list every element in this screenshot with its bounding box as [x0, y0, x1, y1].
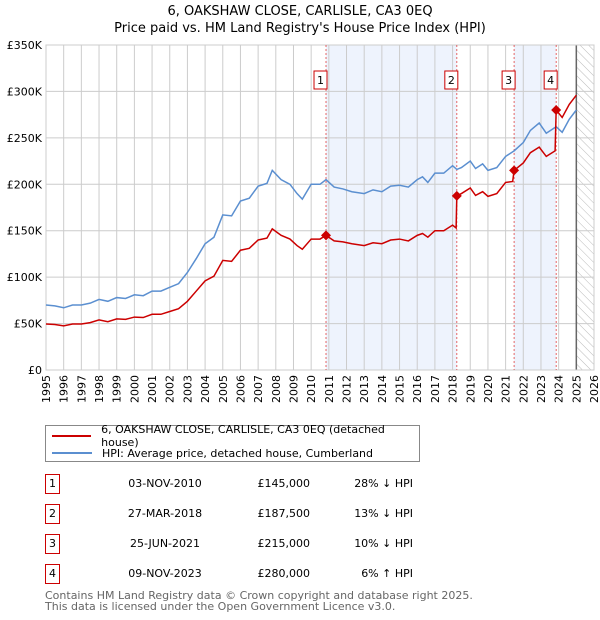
sale-date: 09-NOV-2023 — [128, 567, 202, 580]
y-tick-label: £250K — [7, 132, 43, 145]
sale-number: 2 — [45, 504, 60, 524]
x-tick-label: 2025 — [570, 375, 583, 403]
x-tick-label: 2005 — [217, 375, 230, 403]
series-line-hpi — [45, 109, 577, 309]
x-tick-label: 2001 — [146, 375, 159, 403]
x-tick-label: 2020 — [482, 375, 495, 403]
chart-title: 6, OAKSHAW CLOSE, CARLISLE, CA3 0EQ — [167, 4, 433, 19]
x-tick-label: 1998 — [93, 375, 106, 403]
forecast-hatch — [576, 45, 594, 370]
x-tick-label: 1997 — [75, 375, 88, 403]
sale-row: 3 25-JUN-2021 £215,000 10% ↓ HPI — [45, 534, 465, 554]
sale-price: £187,500 — [257, 507, 311, 520]
sale-label-box — [543, 70, 558, 90]
x-tick-label: 2013 — [358, 375, 371, 403]
sale-label: 4 — [547, 74, 554, 87]
legend-label: 6, OAKSHAW CLOSE, CARLISLE, CA3 0EQ (det… — [101, 423, 385, 449]
chart-subtitle: Price paid vs. HM Land Registry's House … — [114, 21, 486, 36]
sale-point-marker — [321, 230, 332, 241]
footer-copyright: Contains HM Land Registry data © Crown c… — [45, 589, 473, 602]
legend-item-hpi: HPI: Average price, detached house, Cumb… — [52, 446, 373, 460]
x-tick-label: 2022 — [517, 375, 530, 403]
sale-date: 03-NOV-2010 — [128, 477, 202, 490]
series-line-property — [45, 94, 577, 327]
x-tick-label: 2018 — [447, 375, 460, 403]
x-tick-label: 2023 — [535, 375, 548, 403]
x-tick-label: 2021 — [500, 375, 513, 403]
legend: 6, OAKSHAW CLOSE, CARLISLE, CA3 0EQ (det… — [45, 423, 420, 462]
footer-licence: This data is licensed under the Open Gov… — [45, 600, 396, 613]
sale-hpi-diff: 6% ↑ HPI — [361, 567, 413, 580]
sale-number: 1 — [45, 474, 60, 494]
sale-point-marker — [509, 165, 520, 176]
y-tick-label: £50K — [14, 318, 43, 331]
sale-point-marker — [551, 105, 562, 115]
sale-price: £215,000 — [257, 537, 311, 550]
x-tick-label: 1995 — [40, 375, 53, 403]
plot-border — [45, 44, 595, 371]
x-tick-label: 2010 — [305, 375, 318, 403]
sale-hpi-diff: 28% ↓ HPI — [354, 477, 413, 490]
x-tick-label: 2016 — [411, 375, 424, 403]
x-tick-label: 2024 — [553, 375, 566, 403]
y-tick-label: £150K — [7, 225, 43, 238]
x-tick-label: 2017 — [429, 375, 442, 403]
x-tick-label: 2009 — [287, 375, 300, 403]
sale-label: 3 — [505, 74, 512, 87]
legend-swatch — [52, 452, 92, 454]
x-tick-label: 2014 — [376, 375, 389, 403]
sale-point-marker — [451, 190, 462, 201]
legend-label: HPI: Average price, detached house, Cumb… — [102, 446, 374, 460]
x-tick-label: 2002 — [164, 375, 177, 403]
x-tick-label: 2019 — [464, 375, 477, 403]
legend-swatch — [52, 435, 92, 437]
x-tick-label: 2003 — [181, 375, 194, 403]
chart: 1995 1996 1997 1998 1999 2000 2001 2002 2003 2004… — [7, 39, 600, 403]
x-tick-label: 1999 — [111, 375, 124, 403]
x-tick-label: 2007 — [252, 375, 265, 403]
sale-period-shade — [326, 45, 457, 370]
sale-label: 2 — [448, 74, 455, 87]
sale-price: £280,000 — [257, 567, 311, 580]
y-tick-label: £100K — [7, 271, 43, 284]
x-tick-label: 2004 — [199, 375, 212, 403]
y-tick-label: £350K — [7, 39, 43, 52]
x-tick-label: 1996 — [58, 375, 71, 403]
sale-row: 2 27-MAR-2018 £187,500 13% ↓ HPI — [45, 504, 465, 524]
sale-hpi-diff: 10% ↓ HPI — [354, 537, 413, 550]
y-tick-label: £0 — [28, 364, 42, 377]
x-tick-label: 2008 — [270, 375, 283, 403]
sale-label: 1 — [317, 74, 324, 87]
sale-period-shade — [514, 45, 557, 370]
x-tick-label: 2011 — [323, 375, 336, 403]
sale-number: 4 — [45, 564, 60, 584]
x-tick-label: 2006 — [234, 375, 247, 403]
sale-label-box — [444, 70, 459, 90]
sale-date: 27-MAR-2018 — [127, 507, 203, 520]
sale-label-box — [501, 70, 516, 90]
sale-price: £145,000 — [257, 477, 311, 490]
sale-row: 1 03-NOV-2010 £145,000 28% ↓ HPI — [45, 474, 465, 494]
sale-date: 25-JUN-2021 — [129, 537, 201, 550]
x-tick-label: 2015 — [394, 375, 407, 403]
sale-label-box — [313, 70, 328, 90]
legend-item-property: 6, OAKSHAW CLOSE, CARLISLE, CA3 0EQ (det… — [52, 423, 419, 449]
y-tick-label: £200K — [7, 178, 43, 191]
x-tick-label: 2000 — [128, 375, 141, 403]
sale-hpi-diff: 13% ↓ HPI — [354, 507, 413, 520]
x-tick-label: 2026 — [588, 375, 600, 403]
y-tick-label: £300K — [7, 85, 43, 98]
sale-number: 3 — [45, 534, 60, 554]
sale-row: 4 09-NOV-2023 £280,000 6% ↑ HPI — [45, 564, 465, 584]
x-tick-label: 2012 — [341, 375, 354, 403]
